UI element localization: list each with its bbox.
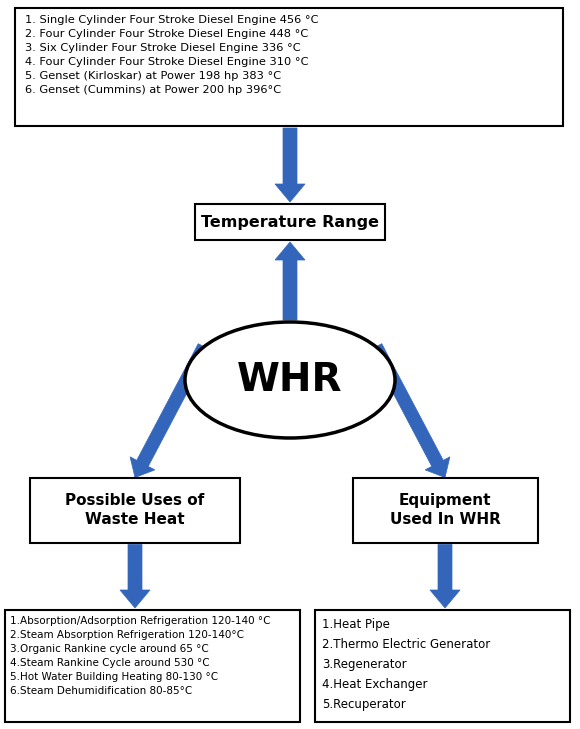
Polygon shape: [370, 343, 450, 477]
FancyBboxPatch shape: [5, 610, 300, 722]
FancyBboxPatch shape: [195, 204, 385, 240]
FancyBboxPatch shape: [30, 477, 240, 542]
Polygon shape: [275, 242, 305, 320]
Text: WHR: WHR: [237, 361, 343, 399]
Polygon shape: [275, 128, 305, 202]
Polygon shape: [120, 545, 150, 608]
Text: 1.Heat Pipe
2.Thermo Electric Generator
3.Regenerator
4.Heat Exchanger
5.Recuper: 1.Heat Pipe 2.Thermo Electric Generator …: [322, 618, 490, 711]
Text: Possible Uses of
Waste Heat: Possible Uses of Waste Heat: [66, 493, 205, 527]
FancyBboxPatch shape: [15, 8, 563, 126]
Text: 1. Single Cylinder Four Stroke Diesel Engine 456 °C
2. Four Cylinder Four Stroke: 1. Single Cylinder Four Stroke Diesel En…: [25, 15, 318, 95]
Text: Equipment
Used In WHR: Equipment Used In WHR: [390, 493, 501, 527]
FancyBboxPatch shape: [353, 477, 538, 542]
Polygon shape: [130, 343, 210, 477]
Polygon shape: [430, 545, 460, 608]
FancyBboxPatch shape: [315, 610, 570, 722]
Text: Temperature Range: Temperature Range: [201, 214, 379, 230]
Ellipse shape: [185, 322, 395, 438]
Text: 1.Absorption/Adsorption Refrigeration 120-140 °C
2.Steam Absorption Refrigeratio: 1.Absorption/Adsorption Refrigeration 12…: [10, 616, 270, 696]
